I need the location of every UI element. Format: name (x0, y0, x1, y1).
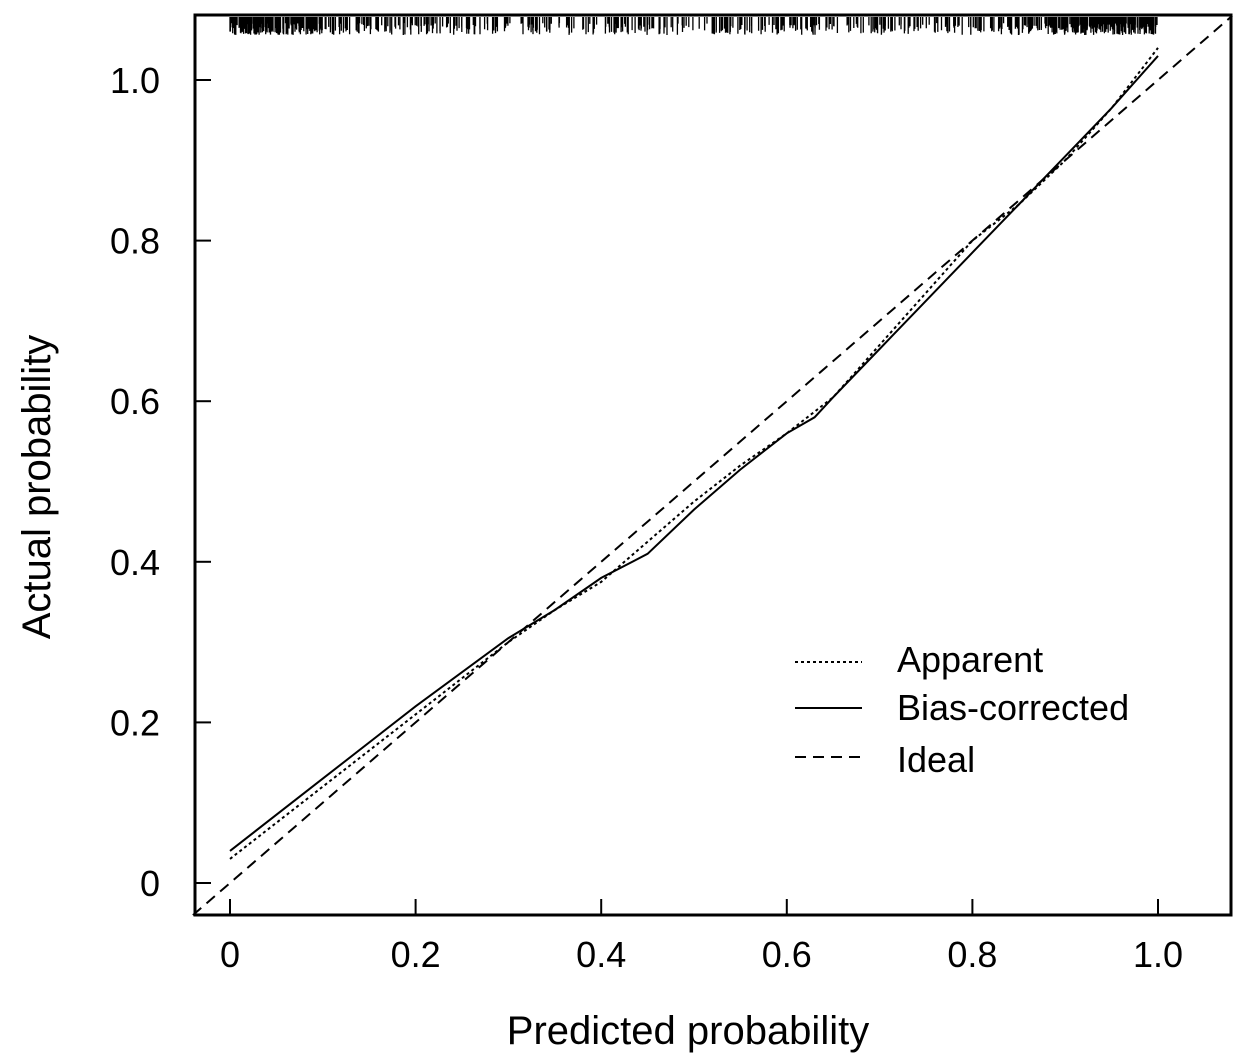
legend-label-apparent: Apparent (897, 639, 1043, 680)
x-tick-label: 1.0 (1133, 934, 1183, 975)
x-tick-label: 0.2 (391, 934, 441, 975)
series-line-ideal (192, 15, 1233, 916)
y-axis-label: Actual probability (15, 335, 59, 640)
y-tick-label: 0 (140, 863, 160, 904)
rug-ticks (229, 17, 1158, 35)
series-line-apparent (229, 47, 1159, 860)
y-tick-label: 0.8 (110, 221, 160, 262)
x-tick-label: 0 (220, 934, 240, 975)
x-tick-label: 0.8 (947, 934, 997, 975)
series-lines (192, 15, 1233, 916)
rug-tick-marks (229, 17, 1158, 35)
x-tick-label: 0.4 (576, 934, 626, 975)
y-tick-label: 0.4 (110, 542, 160, 583)
axis-ticks: 0 0.2 0.4 0.6 0.8 1.0 0 0.2 0.4 0.6 0.8 1.0 (110, 60, 1183, 975)
y-tick-label: 0.2 (110, 702, 160, 743)
x-tick-label: 0.6 (762, 934, 812, 975)
legend-label-bias-corrected: Bias-corrected (897, 687, 1129, 728)
legend-label-ideal: Ideal (897, 739, 975, 780)
y-tick-label: 0.6 (110, 381, 160, 422)
series-line-bias-corrected (229, 55, 1159, 852)
y-tick-label: 1.0 (110, 60, 160, 101)
x-axis-label: Predicted probability (507, 1009, 869, 1053)
plot-frame (193, 13, 1233, 917)
legend: Apparent Bias-corrected Ideal (795, 639, 1129, 780)
